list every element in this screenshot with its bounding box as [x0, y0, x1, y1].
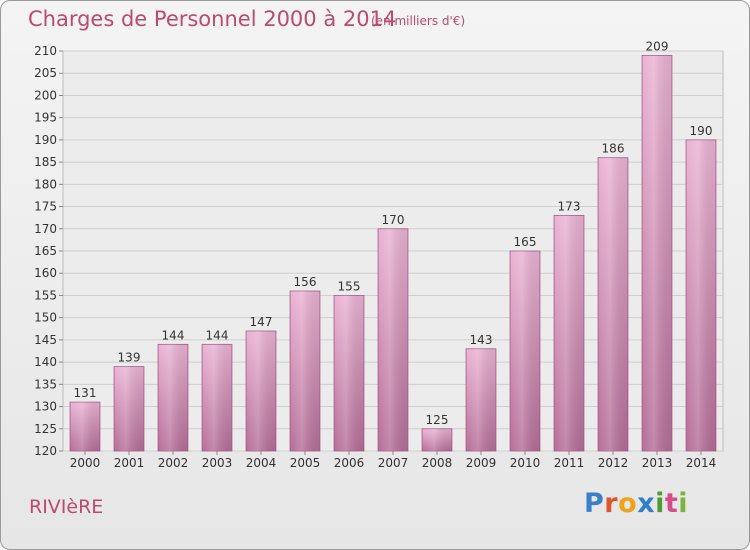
data-label: 143	[470, 333, 493, 347]
data-label: 125	[426, 413, 449, 427]
y-tick-label: 195	[34, 111, 57, 125]
y-tick-label: 185	[34, 155, 57, 169]
bar-shine	[378, 228, 408, 451]
y-tick-label: 210	[34, 44, 57, 58]
logo-letter: i	[655, 488, 665, 519]
data-label: 173	[558, 199, 581, 213]
y-tick-label: 190	[34, 133, 57, 147]
logo-letter: o	[618, 488, 638, 519]
x-tick-label: 2003	[202, 456, 233, 470]
data-labels: 131 139 144 144 147 156 155 170 125 143 165 173 186 2…	[74, 39, 713, 426]
logo-letter: i	[678, 488, 689, 519]
x-tick-label: 2012	[598, 456, 629, 470]
x-tick-label: 2009	[466, 456, 497, 470]
bar-shine	[334, 295, 364, 451]
x-tick-label: 2011	[554, 456, 585, 470]
bar-shine	[554, 215, 584, 451]
data-label: 209	[646, 39, 669, 53]
logo-letter: x	[637, 488, 656, 519]
y-tick-label: 130	[34, 400, 57, 414]
x-tick-label: 2000	[70, 456, 101, 470]
bar-shine	[114, 366, 144, 451]
x-tick-label: 2006	[334, 456, 365, 470]
x-tick-label: 2002	[158, 456, 189, 470]
bars	[69, 55, 717, 452]
x-tick-label: 2008	[422, 456, 453, 470]
y-tick-label: 125	[34, 422, 57, 436]
data-label: 144	[162, 328, 185, 342]
y-tick-label: 165	[34, 244, 57, 258]
data-label: 186	[602, 142, 625, 156]
y-tick-label: 135	[34, 377, 57, 391]
data-label: 165	[514, 235, 537, 249]
data-label: 131	[74, 386, 97, 400]
bar-shine	[290, 291, 320, 451]
x-tick-label: 2007	[378, 456, 409, 470]
y-tick-label: 155	[34, 288, 57, 302]
bar-shine	[642, 55, 672, 451]
bar-shine	[510, 251, 540, 451]
y-tick-label: 200	[34, 88, 57, 102]
data-label: 147	[250, 315, 273, 329]
logo-letter: P	[584, 488, 605, 519]
x-tick-label: 2005	[290, 456, 321, 470]
data-label: 155	[338, 279, 361, 293]
x-tick-label: 2013	[642, 456, 673, 470]
data-label: 170	[382, 213, 405, 227]
bar-shine	[158, 344, 188, 451]
bar-shine	[246, 331, 276, 451]
x-axis-ticks: 2000 2001 2002 2003 2004 2005 2006 2007 2008 2009…	[70, 451, 717, 470]
bar-shine	[70, 402, 100, 451]
bar-shine	[598, 157, 628, 451]
chart-title: Charges de Personnel 2000 à 2014	[28, 7, 397, 31]
bar-shine	[466, 348, 496, 451]
bar-shine	[202, 344, 232, 451]
y-tick-label: 180	[34, 177, 57, 191]
y-tick-label: 160	[34, 266, 57, 280]
proxiti-logo: Proxiti	[584, 488, 688, 519]
chart-subtitle: (en milliers d'€)	[371, 14, 466, 28]
logo-letter: r	[604, 488, 619, 519]
data-label: 190	[690, 124, 713, 138]
data-label: 144	[206, 328, 229, 342]
y-axis-ticks: 120 125 130 135 140 145 150 155 160 165 170 175 180 1…	[34, 44, 63, 458]
data-label: 139	[118, 351, 141, 365]
y-tick-label: 170	[34, 222, 57, 236]
data-label: 156	[294, 275, 317, 289]
y-tick-label: 140	[34, 355, 57, 369]
x-tick-label: 2004	[246, 456, 277, 470]
y-tick-label: 205	[34, 66, 57, 80]
y-tick-label: 150	[34, 311, 57, 325]
y-tick-label: 120	[34, 444, 57, 458]
x-tick-label: 2014	[686, 456, 717, 470]
x-tick-label: 2010	[510, 456, 541, 470]
bar-shine	[422, 428, 452, 451]
y-tick-label: 145	[34, 333, 57, 347]
commune-name: RIVIèRE	[29, 496, 104, 518]
bar-shine	[686, 139, 716, 451]
y-tick-label: 175	[34, 200, 57, 214]
x-tick-label: 2001	[114, 456, 145, 470]
logo-letter: t	[664, 488, 679, 519]
